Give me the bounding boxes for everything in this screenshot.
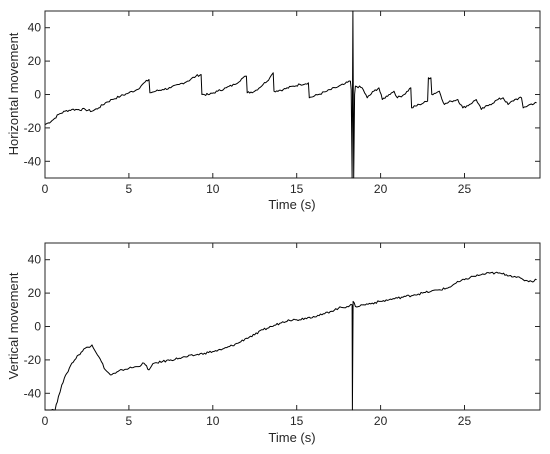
vertical-y-tick-label: 0: [34, 320, 41, 334]
horizontal-movement-panel: 0 5 10 15 20 25 -40 -20 0 20 40 Time (s) Horizonta…: [6, 10, 541, 212]
horizontal-y-tick-label: 40: [28, 21, 42, 35]
vertical-y-tick-label: -40: [24, 386, 42, 400]
horizontal-x-tick-label: 5: [126, 182, 133, 196]
horizontal-ticks: 0 5 10 15 20 25 -40 -20 0 20 40: [24, 11, 540, 196]
vertical-x-tick-label: 15: [290, 414, 304, 428]
horizontal-x-tick-label: 0: [42, 182, 49, 196]
horizontal-x-tick-label: 10: [206, 182, 220, 196]
vertical-x-axis-title: Time (s): [268, 430, 315, 445]
vertical-x-tick-label: 10: [206, 414, 220, 428]
vertical-y-axis-title: Vertical movement: [6, 272, 21, 379]
vertical-movement-line: [45, 271, 537, 411]
horizontal-x-tick-label: 15: [290, 182, 304, 196]
vertical-x-tick-label: 5: [126, 414, 133, 428]
horizontal-x-axis-title: Time (s): [268, 197, 315, 212]
horizontal-x-tick-label: 20: [374, 182, 388, 196]
vertical-x-tick-label: 20: [374, 414, 388, 428]
horizontal-y-tick-label: -40: [24, 154, 42, 168]
vertical-ticks: 0 5 10 15 20 25 -40 -20 0 20 40: [24, 243, 540, 428]
horizontal-y-axis-title: Horizontal movement: [6, 32, 21, 155]
horizontal-plot-frame: [44, 10, 541, 179]
horizontal-x-tick-label: 25: [458, 182, 472, 196]
vertical-y-tick-label: 20: [28, 286, 42, 300]
horizontal-y-tick-label: 0: [34, 88, 41, 102]
vertical-plot-frame: [44, 242, 541, 411]
horizontal-y-tick-label: 20: [28, 54, 42, 68]
vertical-y-tick-label: 40: [28, 253, 42, 267]
vertical-x-tick-label: 0: [42, 414, 49, 428]
vertical-x-tick-label: 25: [458, 414, 472, 428]
horizontal-movement-line: [44, 10, 537, 179]
vertical-y-tick-label: -20: [24, 353, 42, 367]
vertical-movement-panel: 0 5 10 15 20 25 -40 -20 0 20 40 Time (s) Vertical …: [6, 242, 541, 445]
horizontal-y-tick-label: -20: [24, 121, 42, 135]
